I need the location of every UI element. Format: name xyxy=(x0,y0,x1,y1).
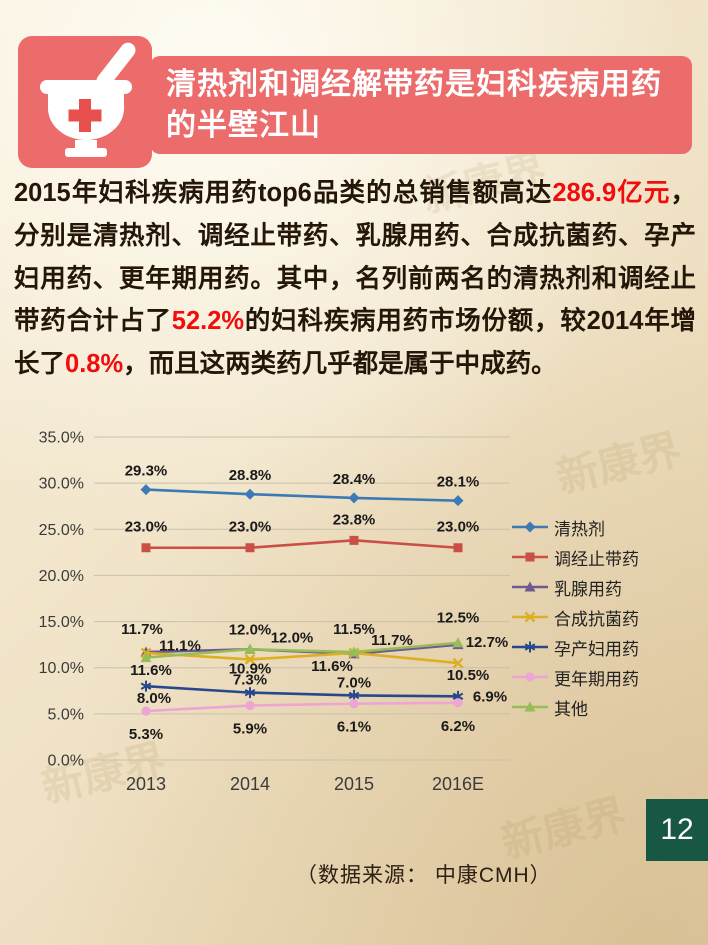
legend-item: 更年期用药 xyxy=(512,667,639,689)
paragraph-segment: 2015年妇科疾病用药top6品类的总销售额高达 xyxy=(14,179,553,207)
legend-label: 孕产妇用药 xyxy=(554,639,639,659)
paragraph-segment: ，分别是清热剂、调经止带药、乳腺用药、合成抗菌药、孕产妇用药、更年期用药。其中，… xyxy=(14,179,697,336)
svg-text:2015: 2015 xyxy=(334,774,374,794)
svg-text:11.6%: 11.6% xyxy=(311,658,353,675)
legend-item: 合成抗菌药 xyxy=(512,607,639,629)
legend-marker-icon xyxy=(512,701,548,712)
legend-item: 孕产妇用药 xyxy=(512,637,639,659)
svg-text:5.0%: 5.0% xyxy=(48,706,84,723)
mortar-pestle-cross-icon xyxy=(40,42,136,157)
svg-text:12.0%: 12.0% xyxy=(271,629,314,646)
paragraph-segment: 的妇科疾病用药市场份额，较2014年增长了 xyxy=(14,307,696,379)
svg-text:25.0%: 25.0% xyxy=(39,522,84,539)
legend-marker-icon xyxy=(512,672,548,682)
svg-text:5.3%: 5.3% xyxy=(129,726,163,743)
svg-text:10.9%: 10.9% xyxy=(229,660,272,677)
pharmacy-mortar-icon xyxy=(18,36,152,168)
svg-text:11.7%: 11.7% xyxy=(121,621,163,638)
chart: 0.0% 5.0% 10.0% 15.0% 20.0% 25.0% 30.0% 35.0% 20… xyxy=(18,415,694,817)
legend-marker-icon xyxy=(512,641,548,653)
legend-label: 乳腺用药 xyxy=(554,579,622,599)
svg-text:15.0%: 15.0% xyxy=(39,614,84,631)
legend-label: 清热剂 xyxy=(554,519,605,539)
svg-text:11.1%: 11.1% xyxy=(159,638,201,655)
svg-text:12.0%: 12.0% xyxy=(229,621,272,638)
svg-text:12.7%: 12.7% xyxy=(466,634,509,651)
svg-text:7.0%: 7.0% xyxy=(337,674,371,691)
chart-legend: 清热剂调经止带药乳腺用药合成抗菌药孕产妇用药更年期用药其他 xyxy=(512,517,639,719)
svg-text:11.7%: 11.7% xyxy=(371,632,413,649)
paragraph-segment: 52.2% xyxy=(171,307,245,336)
svg-text:35.0%: 35.0% xyxy=(39,430,84,447)
svg-text:2013: 2013 xyxy=(126,774,166,794)
paragraph-segment: 0.8% xyxy=(65,350,124,379)
svg-text:7.3%: 7.3% xyxy=(233,672,267,689)
svg-text:5.9%: 5.9% xyxy=(233,721,267,738)
svg-text:11.5%: 11.5% xyxy=(333,621,375,638)
page-title-line1: 清热剂和调经解带药是妇科疾病用药 xyxy=(166,67,662,101)
svg-text:6.2%: 6.2% xyxy=(441,718,475,735)
svg-text:23.8%: 23.8% xyxy=(333,511,376,528)
line-chart: 0.0% 5.0% 10.0% 15.0% 20.0% 25.0% 30.0% 35.0% 20… xyxy=(39,430,510,794)
legend-item: 乳腺用药 xyxy=(512,577,639,599)
svg-text:11.6%: 11.6% xyxy=(130,662,172,679)
legend-marker-icon xyxy=(512,581,548,592)
svg-text:6.9%: 6.9% xyxy=(473,688,507,705)
svg-text:0.0%: 0.0% xyxy=(48,753,84,770)
svg-text:2016E: 2016E xyxy=(432,774,484,794)
legend-label: 调经止带药 xyxy=(554,549,639,569)
page-title: 清热剂和调经解带药是妇科疾病用药 的半壁江山 xyxy=(150,56,692,154)
svg-text:2014: 2014 xyxy=(230,774,270,794)
legend-item: 调经止带药 xyxy=(512,547,639,569)
svg-text:28.8%: 28.8% xyxy=(229,467,272,484)
paragraph-segment: ，而且这两类药几乎都是属于中成药。 xyxy=(123,350,557,379)
legend-marker-icon xyxy=(512,521,548,533)
svg-text:6.1%: 6.1% xyxy=(337,719,371,736)
svg-text:29.3%: 29.3% xyxy=(125,463,168,480)
paragraph-segment: 286.9亿元 xyxy=(552,179,671,207)
legend-marker-icon xyxy=(512,611,548,623)
svg-text:28.4%: 28.4% xyxy=(333,471,376,488)
legend-label: 其他 xyxy=(554,699,588,719)
page-title-line2: 的半壁江山 xyxy=(166,109,321,142)
svg-text:23.0%: 23.0% xyxy=(125,519,168,536)
svg-text:10.0%: 10.0% xyxy=(39,660,84,677)
svg-text:8.0%: 8.0% xyxy=(137,690,171,707)
header: 清热剂和调经解带药是妇科疾病用药 的半壁江山 xyxy=(18,36,692,168)
svg-text:20.0%: 20.0% xyxy=(39,568,84,585)
svg-text:28.1%: 28.1% xyxy=(437,474,480,491)
legend-marker-icon xyxy=(512,552,548,562)
legend-item: 清热剂 xyxy=(512,517,639,539)
legend-label: 合成抗菌药 xyxy=(554,609,639,629)
legend-item: 其他 xyxy=(512,697,639,719)
svg-text:12.5%: 12.5% xyxy=(437,610,480,627)
data-source-note: （数据来源： 中康CMH） xyxy=(296,864,552,887)
body-paragraph: 2015年妇科疾病用药top6品类的总销售额高达286.9亿元，分别是清热剂、调… xyxy=(14,172,696,386)
page-number-badge: 12 xyxy=(646,799,708,861)
svg-text:23.0%: 23.0% xyxy=(437,519,480,536)
svg-text:30.0%: 30.0% xyxy=(39,476,84,493)
svg-text:23.0%: 23.0% xyxy=(229,519,272,536)
legend-label: 更年期用药 xyxy=(554,669,639,689)
svg-text:10.5%: 10.5% xyxy=(447,667,490,684)
